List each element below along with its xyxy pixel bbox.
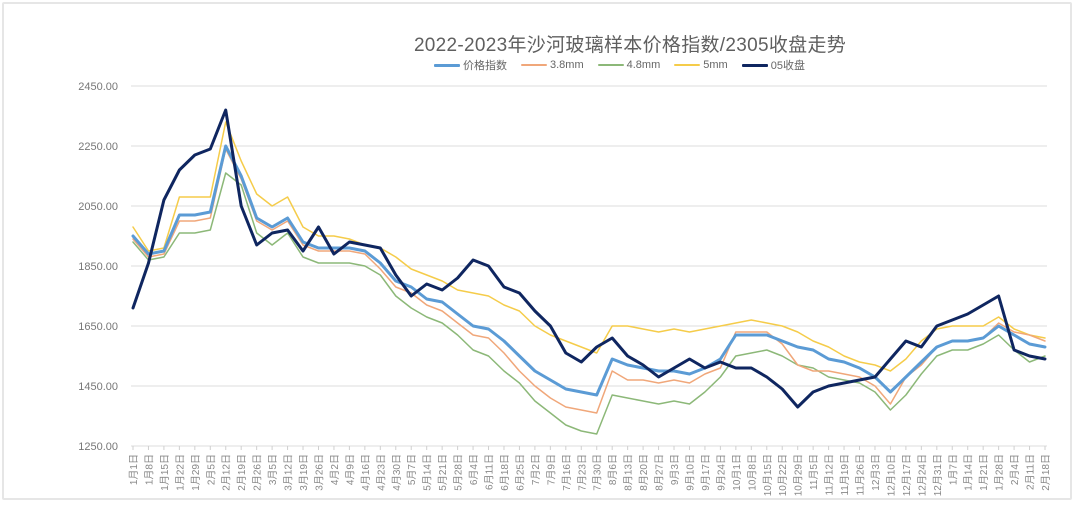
legend-item-5mm[interactable]: 5mm (674, 59, 728, 71)
x-tick-label: 5月21日 (437, 454, 449, 491)
x-tick-label: 10月29日 (793, 454, 805, 496)
x-tick-label: 1月15日 (159, 454, 171, 491)
x-tick-label: 2月5日 (205, 454, 217, 485)
x-tick-label: 12月24日 (916, 454, 928, 496)
series-line-2 (132, 172, 1046, 435)
x-tick-label: 8月6日 (607, 454, 619, 485)
x-tick-label: 9月24日 (715, 454, 727, 491)
legend-label: 5mm (703, 59, 728, 71)
x-tick-label: 11月19日 (839, 454, 851, 496)
x-tick-label: 12月17日 (901, 454, 913, 496)
x-tick-label: 10月1日 (731, 454, 743, 491)
x-tick-label: 6月25日 (514, 454, 526, 491)
legend-label: 价格指数 (463, 60, 507, 72)
x-tick-label: 2月11日 (1025, 454, 1037, 490)
x-tick-label: 9月3日 (669, 454, 681, 485)
x-tick-label: 8月20日 (638, 454, 650, 491)
x-tick-label: 4月16日 (360, 454, 372, 491)
legend-swatch-icon (597, 64, 624, 66)
x-tick-label: 1月7日 (947, 454, 959, 485)
x-tick-label: 11月5日 (808, 454, 820, 490)
x-tick-label: 4月23日 (375, 454, 387, 491)
legend-swatch-icon (674, 64, 701, 66)
x-tick-label: 1月14日 (963, 454, 975, 491)
series-line-1 (132, 148, 1046, 414)
x-tick-label: 3月12日 (283, 454, 295, 491)
x-tick-label: 6月4日 (468, 454, 480, 485)
legend-swatch-icon (521, 64, 547, 66)
x-tick-label: 2月19日 (236, 454, 248, 491)
x-tick-label: 1月8日 (143, 454, 155, 485)
legend-item-05-close[interactable]: 05收盘 (741, 57, 805, 73)
chart-frame (2, 2, 1072, 500)
x-tick-label: 12月3日 (870, 454, 882, 491)
legend-item-price-index[interactable]: 价格指数 (434, 57, 507, 73)
chart-legend: 价格指数 3.8mm 4.8mm 5mm 05收盘 (434, 57, 805, 73)
x-tick-label: 8月27日 (654, 454, 666, 491)
y-tick-label: 2250.00 (78, 141, 118, 153)
x-tick-label: 10月22日 (777, 454, 789, 496)
x-tick-label: 9月10日 (684, 454, 696, 491)
y-tick-label: 2450.00 (78, 81, 118, 93)
x-tick-label: 7月23日 (576, 454, 588, 491)
chart-title: 2022-2023年沙河玻璃样本价格指数/2305收盘走势 (413, 35, 847, 56)
x-tick-label: 2月26日 (252, 454, 264, 491)
x-tick-label: 4月2日 (329, 454, 341, 485)
y-tick-label: 1850.00 (78, 261, 118, 273)
x-tick-label: 7月2日 (530, 454, 542, 485)
series-lines (131, 108, 1047, 435)
y-tick-label: 2050.00 (78, 201, 118, 213)
gridlines (131, 85, 1047, 447)
x-tick-label: 1月29日 (190, 454, 202, 491)
x-tick-label: 1月28日 (994, 454, 1006, 491)
series-line-0 (131, 144, 1047, 397)
x-tick-label: 5月7日 (406, 454, 418, 485)
legend-swatch-icon (434, 63, 460, 67)
x-tick-label: 1月1日 (128, 454, 140, 485)
legend-label: 4.8mm (626, 59, 661, 71)
x-tick-label: 3月26日 (313, 454, 325, 491)
x-tick-label: 2月18日 (1040, 454, 1052, 491)
x-tick-label: 6月18日 (499, 454, 511, 491)
y-tick-label: 1650.00 (78, 321, 118, 333)
x-tick-label: 10月8日 (746, 454, 758, 491)
x-tick-label: 5月28日 (453, 454, 465, 491)
x-tick-label: 2月4日 (1009, 454, 1021, 485)
x-tick-label: 9月17日 (700, 454, 712, 491)
legend-item-4.8mm[interactable]: 4.8mm (597, 59, 661, 71)
x-tick-label: 4月30日 (391, 454, 403, 491)
x-tick-label: 1月22日 (174, 454, 186, 491)
x-tick-label: 7月9日 (545, 454, 557, 485)
x-tick-label: 3月19日 (298, 454, 310, 491)
x-tick-label: 5月14日 (422, 454, 434, 491)
legend-swatch-icon (741, 63, 768, 67)
x-tick-label: 12月10日 (885, 454, 897, 496)
x-tick-label: 7月30日 (592, 454, 604, 491)
x-tick-label: 4月9日 (344, 454, 356, 485)
legend-label: 05收盘 (770, 60, 805, 72)
series-line-3 (132, 121, 1046, 372)
y-axis: 2450.00 2250.00 2050.00 1850.00 1650.00 1450.… (78, 81, 118, 453)
x-tick-label: 11月26日 (855, 454, 867, 496)
x-tick-label: 6月11日 (484, 454, 496, 490)
x-tick-label: 12月31日 (932, 454, 944, 496)
legend-label: 3.8mm (550, 59, 584, 71)
x-tick-label: 3月5日 (267, 454, 279, 485)
series-line-4 (131, 108, 1047, 409)
x-axis: 1月1日 1月8日 1月15日 1月22日 1月29日 2月5日 2月12日 2月19日 2月2… (128, 446, 1052, 496)
x-tick-label: 11月12日 (824, 454, 836, 496)
x-tick-label: 8月13日 (623, 454, 635, 491)
y-tick-label: 1450.00 (78, 381, 118, 393)
x-tick-label: 2月12日 (221, 454, 233, 491)
legend-item-3.8mm[interactable]: 3.8mm (521, 59, 584, 71)
x-tick-label: 7月16日 (561, 454, 573, 491)
y-tick-label: 1250.00 (78, 441, 118, 453)
x-tick-label: 10月15日 (762, 454, 774, 496)
x-tick-label: 1月21日 (978, 454, 990, 491)
